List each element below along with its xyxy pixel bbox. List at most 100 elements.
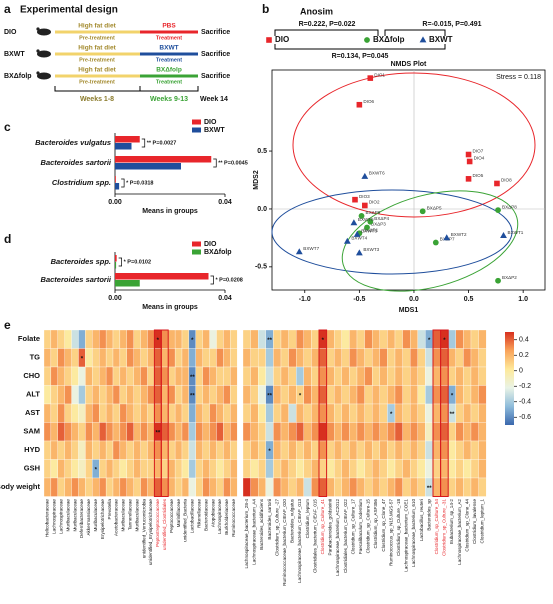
heatmap-cell xyxy=(147,459,155,479)
heatmap-cell xyxy=(64,459,72,479)
column-label: Faecalibaculum_rodentium xyxy=(358,499,363,554)
heatmap-cell xyxy=(463,422,472,442)
column-label: Clostridium_sp_Culture_-31 xyxy=(442,499,447,556)
row-label: TG xyxy=(30,353,41,362)
heatmap-cell xyxy=(280,366,289,386)
heatmap-cell xyxy=(303,422,312,442)
heatmap-cell xyxy=(105,477,114,497)
heatmap-cell xyxy=(341,366,350,386)
legend-label: DIO xyxy=(204,241,217,248)
diet-label: High fat diet xyxy=(78,23,116,30)
heatmap-cell xyxy=(242,459,251,479)
heatmap-cell xyxy=(417,329,426,349)
heatmap-cell xyxy=(440,422,449,442)
heatmap-cell xyxy=(85,403,93,423)
bar xyxy=(115,136,140,143)
column-label: Bacteroides_vulgatus xyxy=(290,498,295,543)
group-label: BXΔfolp xyxy=(4,73,32,80)
heatmap-cell xyxy=(334,440,342,460)
heatmap-cell xyxy=(470,459,479,479)
diet-label: High fat diet xyxy=(78,45,116,52)
heatmap-cell xyxy=(242,385,251,405)
significance-bracket xyxy=(141,138,146,148)
point xyxy=(352,196,358,203)
heatmap-cell xyxy=(341,422,350,442)
treatment-label: BXΔfolp xyxy=(156,67,182,74)
heatmap-cell xyxy=(288,385,297,405)
heatmap-cell xyxy=(126,329,134,349)
row-label: GSH xyxy=(24,464,40,473)
legend-marker xyxy=(419,36,427,43)
heatmap-cell xyxy=(372,459,380,479)
heatmap-cell xyxy=(250,422,259,442)
heatmap-cell xyxy=(112,329,121,349)
group-ellipse xyxy=(292,72,536,218)
heatmap-cell xyxy=(318,440,327,460)
row-label: CHO xyxy=(23,371,40,380)
end-label: Sacrifice xyxy=(201,29,230,36)
heatmap-cell xyxy=(311,440,320,460)
bar xyxy=(115,273,209,280)
x-axis-label: Means in groups xyxy=(142,304,198,311)
heatmap-cell xyxy=(92,422,100,442)
heatmap-cell xyxy=(50,348,58,368)
heatmap-cell xyxy=(250,385,259,405)
heatmap-cell xyxy=(195,385,203,405)
heatmap-cell xyxy=(455,366,464,386)
heatmap-cell xyxy=(85,348,93,368)
heatmap-cell xyxy=(318,385,327,405)
column-label: Bacteroidaceae xyxy=(203,499,208,531)
significance-star: ** xyxy=(450,412,455,418)
y-tick-label: -0.5 xyxy=(255,264,267,271)
point-label: DIO8 xyxy=(501,178,512,183)
point-label: BXΔP8 xyxy=(502,204,517,209)
heatmap-cell xyxy=(455,477,464,497)
heatmap-cell xyxy=(99,348,107,368)
heatmap-cell xyxy=(379,348,388,368)
significance-star: ** xyxy=(267,338,272,344)
heatmap-cell xyxy=(273,329,282,349)
heatmap-cell xyxy=(126,459,134,479)
heatmap-cell xyxy=(364,403,373,423)
heatmap-cell xyxy=(105,459,114,479)
heatmap-cell xyxy=(326,366,335,386)
heatmap-cell xyxy=(126,385,134,405)
row-label: HYD xyxy=(24,445,40,454)
heatmap-cell xyxy=(92,385,100,405)
heatmap-cell xyxy=(379,440,388,460)
significance-star: * xyxy=(95,467,98,473)
heatmap-cell xyxy=(216,440,224,460)
diet-bar xyxy=(55,74,140,78)
heatmap-cell xyxy=(326,459,335,479)
heatmap-cell xyxy=(265,422,274,442)
heatmap-cell xyxy=(242,477,251,497)
heatmap-cell xyxy=(425,366,434,386)
column-label: Lachnospiraceae_bacterium_610 xyxy=(411,499,416,567)
legend-swatch xyxy=(192,241,201,247)
significance-star: * xyxy=(268,449,271,455)
heatmap-cell xyxy=(133,385,141,405)
heatmap-cell xyxy=(168,440,176,460)
heatmap-cell xyxy=(57,366,65,386)
point-label: BXWT8 xyxy=(361,229,377,234)
heatmap-cell xyxy=(223,459,231,479)
heatmap-cell xyxy=(402,385,411,405)
heatmap-cell xyxy=(188,459,196,479)
heatmap-cell xyxy=(181,477,190,497)
category-label: Clostridium spp. xyxy=(52,178,111,187)
heatmap-cell xyxy=(410,422,418,442)
heatmap-cell xyxy=(154,459,162,479)
heatmap-cell xyxy=(119,459,127,479)
heatmap-cell xyxy=(394,440,403,460)
heatmap-cell xyxy=(296,329,304,349)
heatmap-cell xyxy=(273,348,282,368)
heatmap-cell xyxy=(258,440,266,460)
column-label: Ruminococcaceae_bacterium_CIEAF_020 xyxy=(282,499,287,586)
heatmap-cell xyxy=(356,385,365,405)
heatmap-cell xyxy=(440,459,449,479)
heatmap-cell xyxy=(326,422,335,442)
legend-label: BXΔfolp xyxy=(373,35,405,44)
category-label: Bacteroides sartorii xyxy=(41,158,112,167)
treatment-bar xyxy=(140,74,198,78)
heatmap-cell xyxy=(57,477,65,497)
